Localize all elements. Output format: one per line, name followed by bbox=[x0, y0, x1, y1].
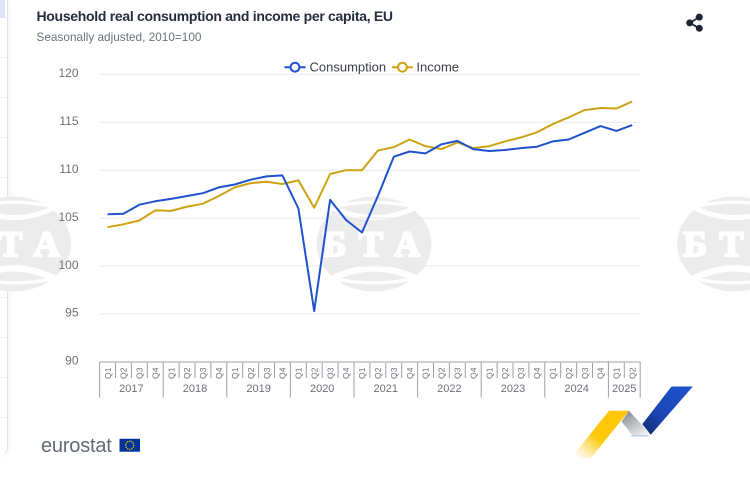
svg-text:Q2: Q2 bbox=[119, 367, 129, 379]
svg-text:БТА: БТА bbox=[0, 224, 73, 264]
svg-text:Q1: Q1 bbox=[166, 367, 176, 379]
svg-text:БТА: БТА bbox=[683, 224, 750, 264]
svg-text:Q3: Q3 bbox=[516, 367, 526, 379]
svg-text:2024: 2024 bbox=[564, 383, 588, 395]
svg-text:120: 120 bbox=[58, 66, 78, 80]
svg-text:eurostat: eurostat bbox=[41, 435, 112, 457]
svg-text:Q2: Q2 bbox=[437, 367, 447, 379]
svg-text:115: 115 bbox=[59, 114, 78, 128]
svg-text:2022: 2022 bbox=[437, 383, 461, 395]
svg-text:2018: 2018 bbox=[183, 383, 207, 395]
svg-text:Q3: Q3 bbox=[198, 367, 208, 379]
svg-text:Q2: Q2 bbox=[246, 367, 256, 379]
svg-text:Q2: Q2 bbox=[628, 367, 638, 379]
svg-text:Q2: Q2 bbox=[309, 367, 319, 379]
svg-text:БТА: БТА bbox=[323, 224, 434, 264]
svg-text:Q2: Q2 bbox=[564, 367, 574, 379]
svg-text:Q2: Q2 bbox=[500, 367, 510, 379]
svg-text:2021: 2021 bbox=[374, 383, 398, 395]
svg-text:Q4: Q4 bbox=[532, 367, 542, 379]
svg-text:Q4: Q4 bbox=[596, 367, 606, 379]
svg-text:Q4: Q4 bbox=[405, 367, 415, 379]
svg-text:Q3: Q3 bbox=[135, 367, 145, 379]
svg-text:105: 105 bbox=[58, 210, 78, 224]
svg-text:Q1: Q1 bbox=[357, 367, 367, 379]
svg-text:Q1: Q1 bbox=[612, 367, 622, 379]
svg-text:90: 90 bbox=[65, 354, 79, 368]
svg-text:2023: 2023 bbox=[501, 383, 525, 395]
svg-text:Q1: Q1 bbox=[484, 367, 494, 379]
svg-text:Income: Income bbox=[416, 60, 459, 75]
svg-text:Q2: Q2 bbox=[373, 367, 383, 379]
svg-text:2025: 2025 bbox=[612, 383, 636, 395]
svg-text:Q4: Q4 bbox=[468, 367, 478, 379]
svg-text:Q1: Q1 bbox=[103, 367, 113, 379]
svg-text:Q4: Q4 bbox=[214, 367, 224, 379]
svg-text:Q4: Q4 bbox=[278, 367, 288, 379]
svg-text:100: 100 bbox=[58, 258, 78, 272]
svg-text:Q3: Q3 bbox=[389, 367, 399, 379]
svg-text:110: 110 bbox=[59, 162, 78, 176]
svg-text:Q3: Q3 bbox=[325, 367, 335, 379]
svg-text:Q3: Q3 bbox=[262, 367, 272, 379]
svg-text:Q4: Q4 bbox=[150, 367, 160, 379]
svg-text:2020: 2020 bbox=[310, 383, 334, 395]
svg-text:Q2: Q2 bbox=[182, 367, 192, 379]
svg-text:Q1: Q1 bbox=[230, 367, 240, 379]
svg-text:Consumption: Consumption bbox=[310, 60, 387, 75]
svg-text:Q3: Q3 bbox=[453, 367, 463, 379]
svg-text:95: 95 bbox=[65, 306, 79, 320]
svg-text:Q3: Q3 bbox=[580, 367, 590, 379]
svg-text:Q4: Q4 bbox=[341, 367, 351, 379]
svg-text:2017: 2017 bbox=[119, 383, 143, 395]
svg-text:2019: 2019 bbox=[246, 383, 270, 395]
svg-text:Q1: Q1 bbox=[548, 367, 558, 379]
svg-text:Q1: Q1 bbox=[294, 367, 304, 379]
svg-text:Q1: Q1 bbox=[421, 367, 431, 379]
